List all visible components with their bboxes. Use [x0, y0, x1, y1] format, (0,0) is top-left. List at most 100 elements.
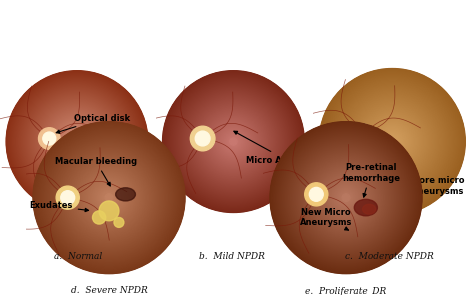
Circle shape [46, 134, 173, 261]
Circle shape [315, 166, 377, 229]
Circle shape [60, 125, 94, 158]
Circle shape [73, 161, 146, 234]
Circle shape [35, 124, 183, 272]
Circle shape [64, 128, 91, 155]
Circle shape [75, 140, 79, 144]
Circle shape [354, 104, 430, 180]
Circle shape [381, 130, 404, 153]
Circle shape [382, 131, 403, 152]
Circle shape [389, 138, 396, 145]
Circle shape [289, 141, 403, 255]
Circle shape [305, 157, 387, 239]
Circle shape [180, 88, 287, 195]
Circle shape [326, 75, 459, 208]
Circle shape [59, 123, 95, 160]
Circle shape [43, 132, 175, 264]
Circle shape [79, 168, 139, 228]
Circle shape [305, 157, 387, 238]
Circle shape [197, 105, 270, 178]
Circle shape [346, 96, 438, 188]
Circle shape [102, 191, 116, 205]
Circle shape [21, 86, 133, 197]
Circle shape [288, 139, 404, 256]
Circle shape [220, 128, 247, 155]
Circle shape [227, 135, 240, 148]
Circle shape [57, 122, 97, 161]
Circle shape [26, 91, 128, 193]
Circle shape [216, 124, 251, 159]
Circle shape [207, 115, 260, 168]
Circle shape [54, 119, 100, 165]
Circle shape [225, 133, 242, 150]
Circle shape [353, 102, 432, 181]
Circle shape [270, 122, 422, 273]
Circle shape [55, 143, 164, 252]
Circle shape [202, 110, 264, 173]
Circle shape [306, 158, 386, 237]
Circle shape [208, 116, 259, 168]
Circle shape [77, 166, 141, 229]
Circle shape [217, 125, 250, 158]
Circle shape [58, 146, 160, 249]
Circle shape [46, 110, 108, 173]
Circle shape [47, 112, 107, 171]
Circle shape [365, 114, 420, 169]
Circle shape [341, 193, 351, 203]
Circle shape [47, 135, 171, 260]
Circle shape [224, 132, 243, 151]
Circle shape [98, 186, 120, 209]
Circle shape [285, 137, 407, 259]
Circle shape [59, 148, 159, 248]
Circle shape [62, 127, 92, 156]
Circle shape [332, 82, 452, 201]
Circle shape [89, 178, 129, 218]
Circle shape [90, 179, 128, 217]
Circle shape [18, 83, 136, 200]
Circle shape [374, 123, 410, 160]
Circle shape [189, 97, 278, 186]
Circle shape [386, 135, 399, 148]
Circle shape [69, 157, 149, 238]
Circle shape [288, 140, 404, 255]
Circle shape [35, 123, 183, 272]
Circle shape [50, 138, 168, 257]
Circle shape [231, 139, 236, 144]
Circle shape [173, 81, 294, 203]
Circle shape [69, 133, 85, 150]
Circle shape [343, 194, 349, 201]
Circle shape [340, 90, 444, 194]
Circle shape [64, 129, 90, 154]
Circle shape [92, 211, 106, 224]
Circle shape [7, 72, 147, 212]
Circle shape [226, 134, 241, 149]
Circle shape [293, 145, 399, 251]
Circle shape [60, 124, 94, 159]
Circle shape [32, 96, 122, 187]
Circle shape [26, 90, 128, 193]
Circle shape [45, 109, 109, 174]
Circle shape [324, 176, 368, 220]
Circle shape [322, 174, 370, 222]
Circle shape [283, 135, 409, 260]
Circle shape [225, 133, 242, 150]
Circle shape [176, 84, 291, 199]
Circle shape [188, 96, 279, 187]
Circle shape [97, 185, 121, 210]
Circle shape [190, 98, 277, 185]
Circle shape [313, 165, 379, 231]
Circle shape [196, 104, 271, 180]
Circle shape [38, 128, 60, 149]
Circle shape [34, 123, 184, 273]
Circle shape [49, 138, 169, 257]
Circle shape [8, 73, 146, 211]
Circle shape [316, 167, 376, 228]
Circle shape [29, 94, 125, 189]
Circle shape [380, 129, 405, 154]
Circle shape [71, 135, 83, 148]
Circle shape [114, 217, 124, 227]
Circle shape [163, 71, 304, 212]
Circle shape [100, 189, 118, 207]
Circle shape [208, 116, 259, 167]
Circle shape [326, 76, 458, 208]
Circle shape [222, 130, 245, 153]
